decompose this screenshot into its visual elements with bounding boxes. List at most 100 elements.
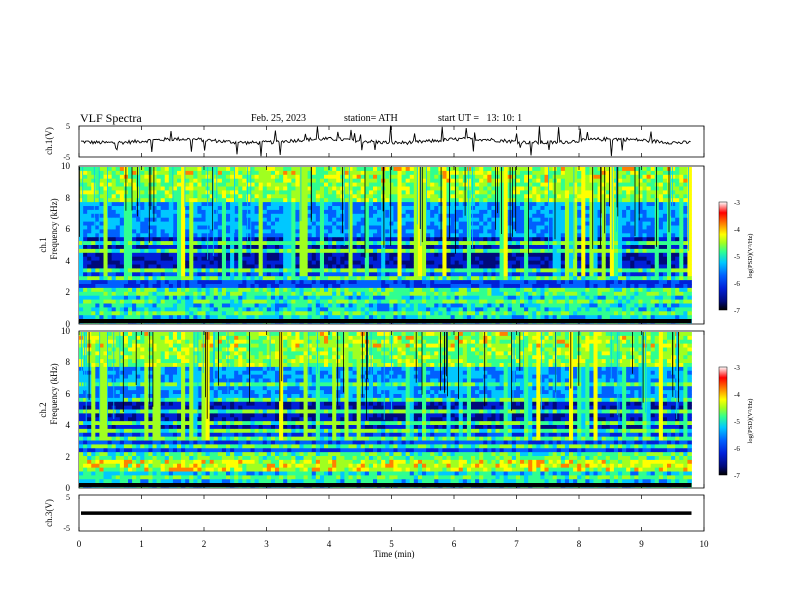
spectrogram-cell	[291, 287, 296, 293]
spectrogram-cell	[164, 213, 170, 219]
spectrogram-cell	[172, 248, 178, 254]
spectrogram-cell	[152, 174, 157, 180]
spectrogram-cell	[344, 307, 349, 312]
spectrogram-cell	[569, 248, 574, 254]
spectrogram-cell	[332, 284, 337, 289]
spectrogram-cell	[422, 194, 427, 199]
spectrogram-cell	[311, 256, 317, 261]
spectrogram-cell	[209, 295, 215, 300]
spectrogram-cell	[528, 206, 533, 211]
spectrogram-cell	[524, 303, 529, 308]
spectrogram-cell	[226, 209, 231, 215]
spectrogram-cell	[197, 268, 202, 273]
spectrogram-cell	[148, 272, 153, 277]
spectrogram-cell	[177, 303, 182, 308]
spectrogram-cell	[279, 245, 284, 250]
spectrogram-cell	[536, 225, 541, 230]
spectrogram-cell	[581, 315, 586, 320]
spectrogram-cell	[344, 186, 349, 191]
spectrogram-cell	[466, 202, 472, 207]
spectrogram-cell	[111, 256, 117, 261]
spectrogram-cell	[356, 276, 362, 281]
spectrogram-cell	[434, 206, 439, 211]
spectrogram-cell	[515, 217, 521, 222]
spectrogram-cell	[503, 252, 509, 258]
spectrogram-cell	[573, 170, 578, 176]
spectrogram-cell	[364, 186, 370, 191]
spectrogram-cell	[283, 315, 288, 320]
spectrogram-cell	[397, 229, 402, 234]
spectrogram-cell	[532, 272, 537, 277]
spectrogram-cell	[458, 260, 464, 265]
spectrogram-cell	[356, 280, 362, 285]
spectrogram-cell	[438, 303, 443, 308]
spectrogram-cell	[270, 260, 276, 265]
spectrogram-cell	[103, 194, 108, 199]
spectrogram-cell	[201, 221, 206, 226]
spectrogram-cell	[491, 245, 496, 250]
spectrogram-cell	[140, 260, 145, 265]
spectrogram-cell	[136, 295, 141, 300]
spectrogram-cell	[185, 252, 190, 258]
spectrogram-cell	[115, 307, 121, 312]
spectrogram-cell	[132, 170, 137, 176]
spectrogram-cell	[426, 284, 431, 289]
spectrogram-cell	[417, 303, 423, 308]
spectrogram-cell	[132, 311, 137, 316]
spectrogram-cell	[336, 174, 341, 180]
spectrogram-cell	[319, 217, 325, 222]
spectrogram-cell	[201, 252, 206, 258]
spectrogram-cell	[438, 237, 443, 242]
spectrogram-cell	[581, 198, 586, 203]
spectrogram-cell	[503, 209, 509, 215]
spectrogram-cell	[336, 291, 341, 297]
spectrogram-cell	[299, 194, 304, 199]
spectrogram-cell	[164, 260, 170, 265]
spectrogram-cell	[270, 194, 276, 199]
spectrogram-cell	[430, 276, 435, 281]
spectrogram-cell	[503, 276, 509, 281]
spectrogram-cell	[185, 178, 190, 183]
spectrogram-cell	[209, 233, 215, 238]
spectrogram-cell	[303, 182, 309, 187]
spectrogram-cell	[83, 221, 88, 226]
spectrogram-cell	[140, 233, 145, 238]
spectrogram-cell	[275, 202, 280, 207]
spectrogram-cell	[303, 280, 309, 285]
spectrogram-cell	[148, 303, 153, 308]
spectrogram-cell	[132, 299, 137, 304]
spectrogram-cell	[471, 276, 476, 281]
spectrogram-cell	[479, 178, 484, 183]
spectrogram-cell	[536, 194, 541, 199]
spectrogram-cell	[144, 291, 149, 297]
spectrogram-cell	[254, 307, 260, 312]
spectrogram-cell	[119, 213, 125, 219]
spectrogram-cell	[119, 241, 125, 246]
spectrogram-cell	[144, 182, 149, 187]
spectrogram-cell	[250, 190, 255, 195]
spectrogram-cell	[201, 276, 206, 281]
spectrogram-cell	[483, 245, 488, 250]
spectrogram-cell	[266, 268, 272, 273]
spectrogram-cell	[230, 299, 235, 304]
spectrogram-cell	[299, 264, 304, 269]
spectrogram-cell	[205, 268, 211, 273]
spectrogram-cell	[409, 202, 415, 207]
spectrogram-cell	[368, 256, 374, 261]
spectrogram-cell	[352, 209, 358, 215]
spectrogram-cell	[275, 295, 280, 300]
spectrogram-cell	[291, 307, 296, 312]
spectrogram-cell	[283, 178, 288, 183]
spectrogram-cell	[250, 229, 255, 234]
spectrogram-cell	[230, 276, 235, 281]
spectrogram-cell	[140, 276, 145, 281]
spectrogram-cell	[189, 272, 194, 277]
spectrogram-cell	[221, 291, 227, 297]
spectrogram-cell	[368, 307, 374, 312]
spectrogram-cell	[83, 291, 88, 297]
spectrogram-cell	[434, 198, 439, 203]
spectrogram-cell	[422, 295, 427, 300]
spectrogram-cell	[79, 182, 84, 187]
spectrogram-cell	[246, 307, 251, 312]
spectrogram-cell	[156, 284, 162, 289]
